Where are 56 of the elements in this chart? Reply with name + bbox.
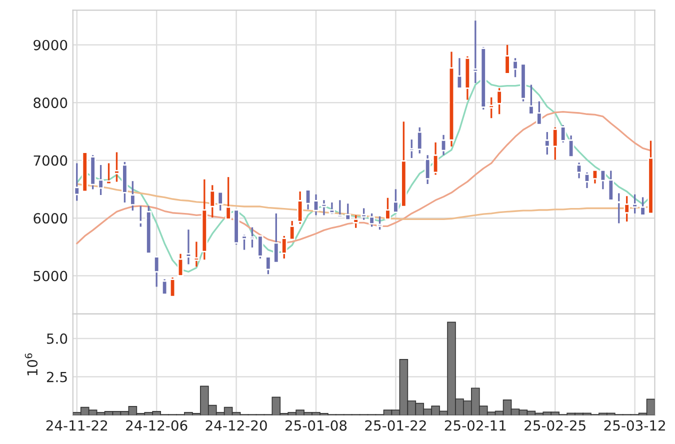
candlestick bbox=[328, 202, 336, 215]
candlestick bbox=[408, 138, 415, 159]
candlestick bbox=[600, 169, 606, 190]
candlestick bbox=[496, 87, 502, 115]
candlestick bbox=[138, 205, 144, 228]
y-axis-title: 10$^{6}$ bbox=[24, 353, 38, 376]
candlestick bbox=[130, 180, 136, 212]
y-tick-label: 5000 bbox=[34, 270, 68, 282]
candlestick bbox=[312, 194, 320, 216]
candlestick bbox=[336, 199, 343, 218]
x-tick-label: 24-12-06 bbox=[126, 420, 188, 431]
candlestick bbox=[456, 57, 463, 89]
y-tick-label: 8000 bbox=[34, 98, 68, 108]
candlestick bbox=[296, 190, 304, 225]
candlestick bbox=[154, 256, 160, 288]
candlestick bbox=[592, 169, 598, 184]
candlestick bbox=[209, 184, 216, 218]
candlestick bbox=[217, 191, 224, 212]
x-tick-label: 25-01-22 bbox=[365, 420, 426, 431]
y-tick-label: 5.0 bbox=[47, 333, 68, 344]
y-tick-label: 6000 bbox=[34, 213, 68, 224]
x-tick-label: 25-02-11 bbox=[444, 420, 506, 431]
x-tick-label: 25-03-12 bbox=[604, 420, 665, 431]
candlestick bbox=[472, 20, 478, 84]
x-tick-label: 25-01-08 bbox=[286, 420, 347, 431]
candlestick bbox=[281, 235, 288, 260]
candlestick bbox=[608, 170, 614, 202]
y-tick-label: 2.5 bbox=[46, 372, 67, 382]
x-tick-label: 24-12-20 bbox=[206, 420, 267, 431]
candlestick bbox=[193, 240, 200, 268]
candlestick bbox=[74, 162, 80, 202]
candlestick bbox=[440, 134, 447, 156]
x-tick-label: 25-02-25 bbox=[524, 420, 586, 431]
candlestick bbox=[177, 253, 184, 277]
candlestick bbox=[432, 142, 439, 176]
candlestick bbox=[289, 220, 296, 241]
x-tick-label: 24-11-22 bbox=[46, 420, 108, 431]
candlestick bbox=[584, 172, 590, 189]
candlestick bbox=[560, 124, 566, 144]
candlestick bbox=[488, 96, 494, 120]
candlestick bbox=[169, 276, 176, 298]
candlestick bbox=[304, 188, 312, 210]
y-tick-label: 7000 bbox=[34, 155, 68, 166]
candlestick bbox=[352, 214, 359, 229]
candlestick bbox=[344, 202, 351, 221]
candlestick bbox=[424, 154, 431, 185]
candlestick bbox=[616, 192, 622, 224]
candlestick bbox=[185, 228, 192, 266]
candlestick bbox=[552, 126, 558, 161]
candlestick bbox=[544, 131, 550, 156]
candlestick bbox=[320, 199, 328, 216]
candlestick bbox=[576, 162, 582, 180]
candlestick bbox=[416, 126, 423, 154]
candlestick bbox=[568, 134, 574, 158]
y-tick-label: 9000 bbox=[34, 40, 68, 50]
candlestick bbox=[161, 278, 168, 296]
